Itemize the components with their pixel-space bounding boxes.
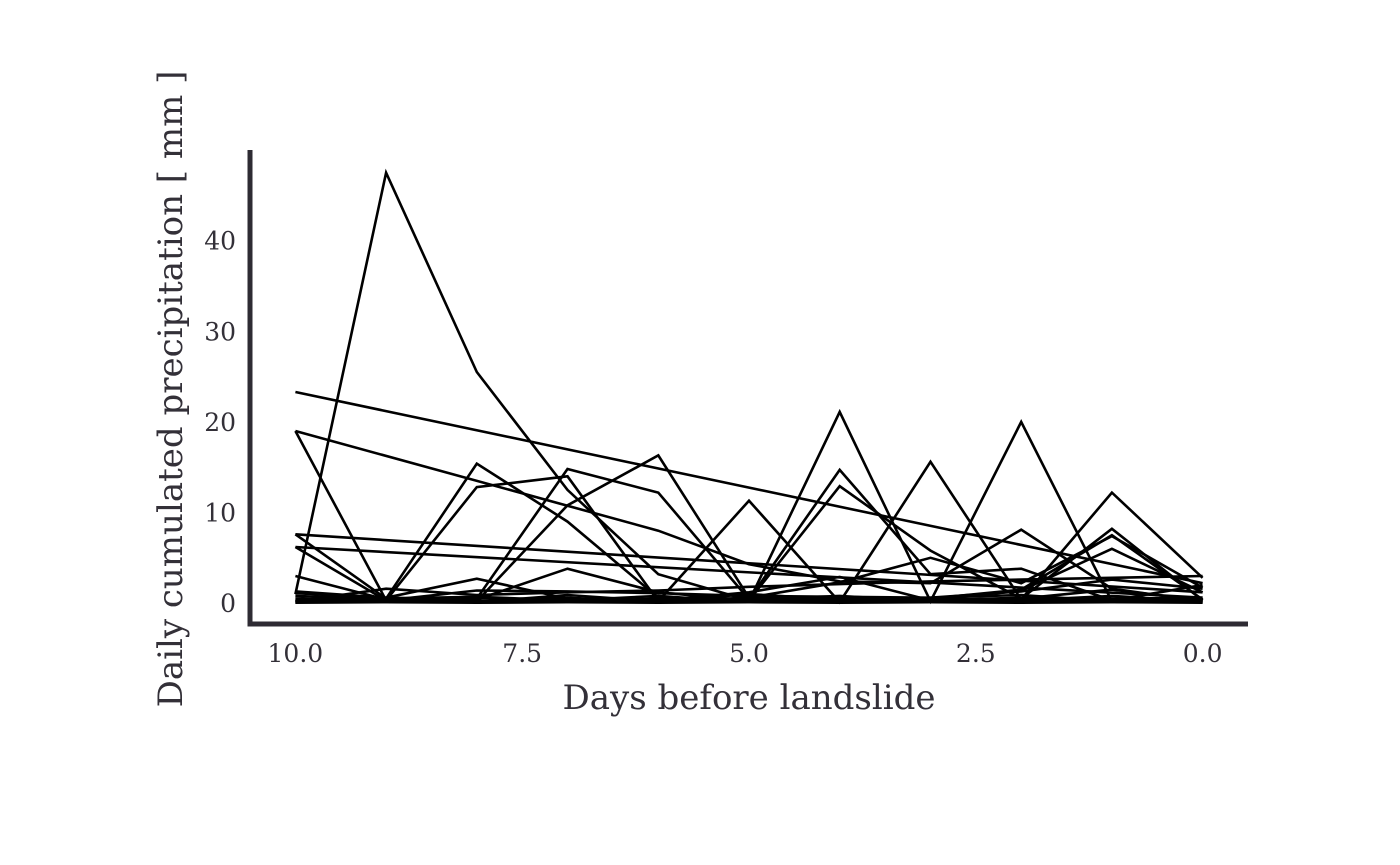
series-line-8 (295, 545, 1203, 599)
series-lines (294, 168, 1204, 605)
x-axis-title: Days before landslide (562, 678, 935, 718)
series-line-2 (295, 390, 1203, 585)
y-tick-label: 0 (220, 589, 236, 618)
y-axis-ticks: 0 10 20 30 40 (204, 227, 236, 619)
series-line-6 (295, 429, 1203, 603)
x-tick-label: 7.5 (502, 639, 542, 668)
y-tick-label: 30 (204, 317, 236, 346)
series-line-19 (295, 593, 1203, 604)
x-tick-label: 0.0 (1183, 639, 1223, 668)
y-tick-label: 40 (204, 227, 236, 256)
series-line-10 (295, 547, 1204, 602)
series-line-20 (295, 592, 1203, 604)
x-tick-label: 2.5 (956, 639, 996, 668)
series-line-1 (294, 168, 1204, 602)
y-tick-label: 20 (204, 408, 236, 437)
series-line-7 (295, 533, 1203, 594)
x-tick-label: 10.0 (268, 639, 324, 668)
x-tick-label: 5.0 (729, 639, 769, 668)
series-line-4 (294, 408, 1203, 605)
y-tick-label: 10 (204, 499, 236, 528)
series-line-3 (294, 430, 1204, 605)
series-line-13 (295, 574, 1203, 603)
x-axis-ticks: 10.0 7.5 5.0 2.5 0.0 (268, 639, 1223, 668)
y-axis-title: Daily cumulated precipitation [ mm ] (151, 71, 191, 708)
